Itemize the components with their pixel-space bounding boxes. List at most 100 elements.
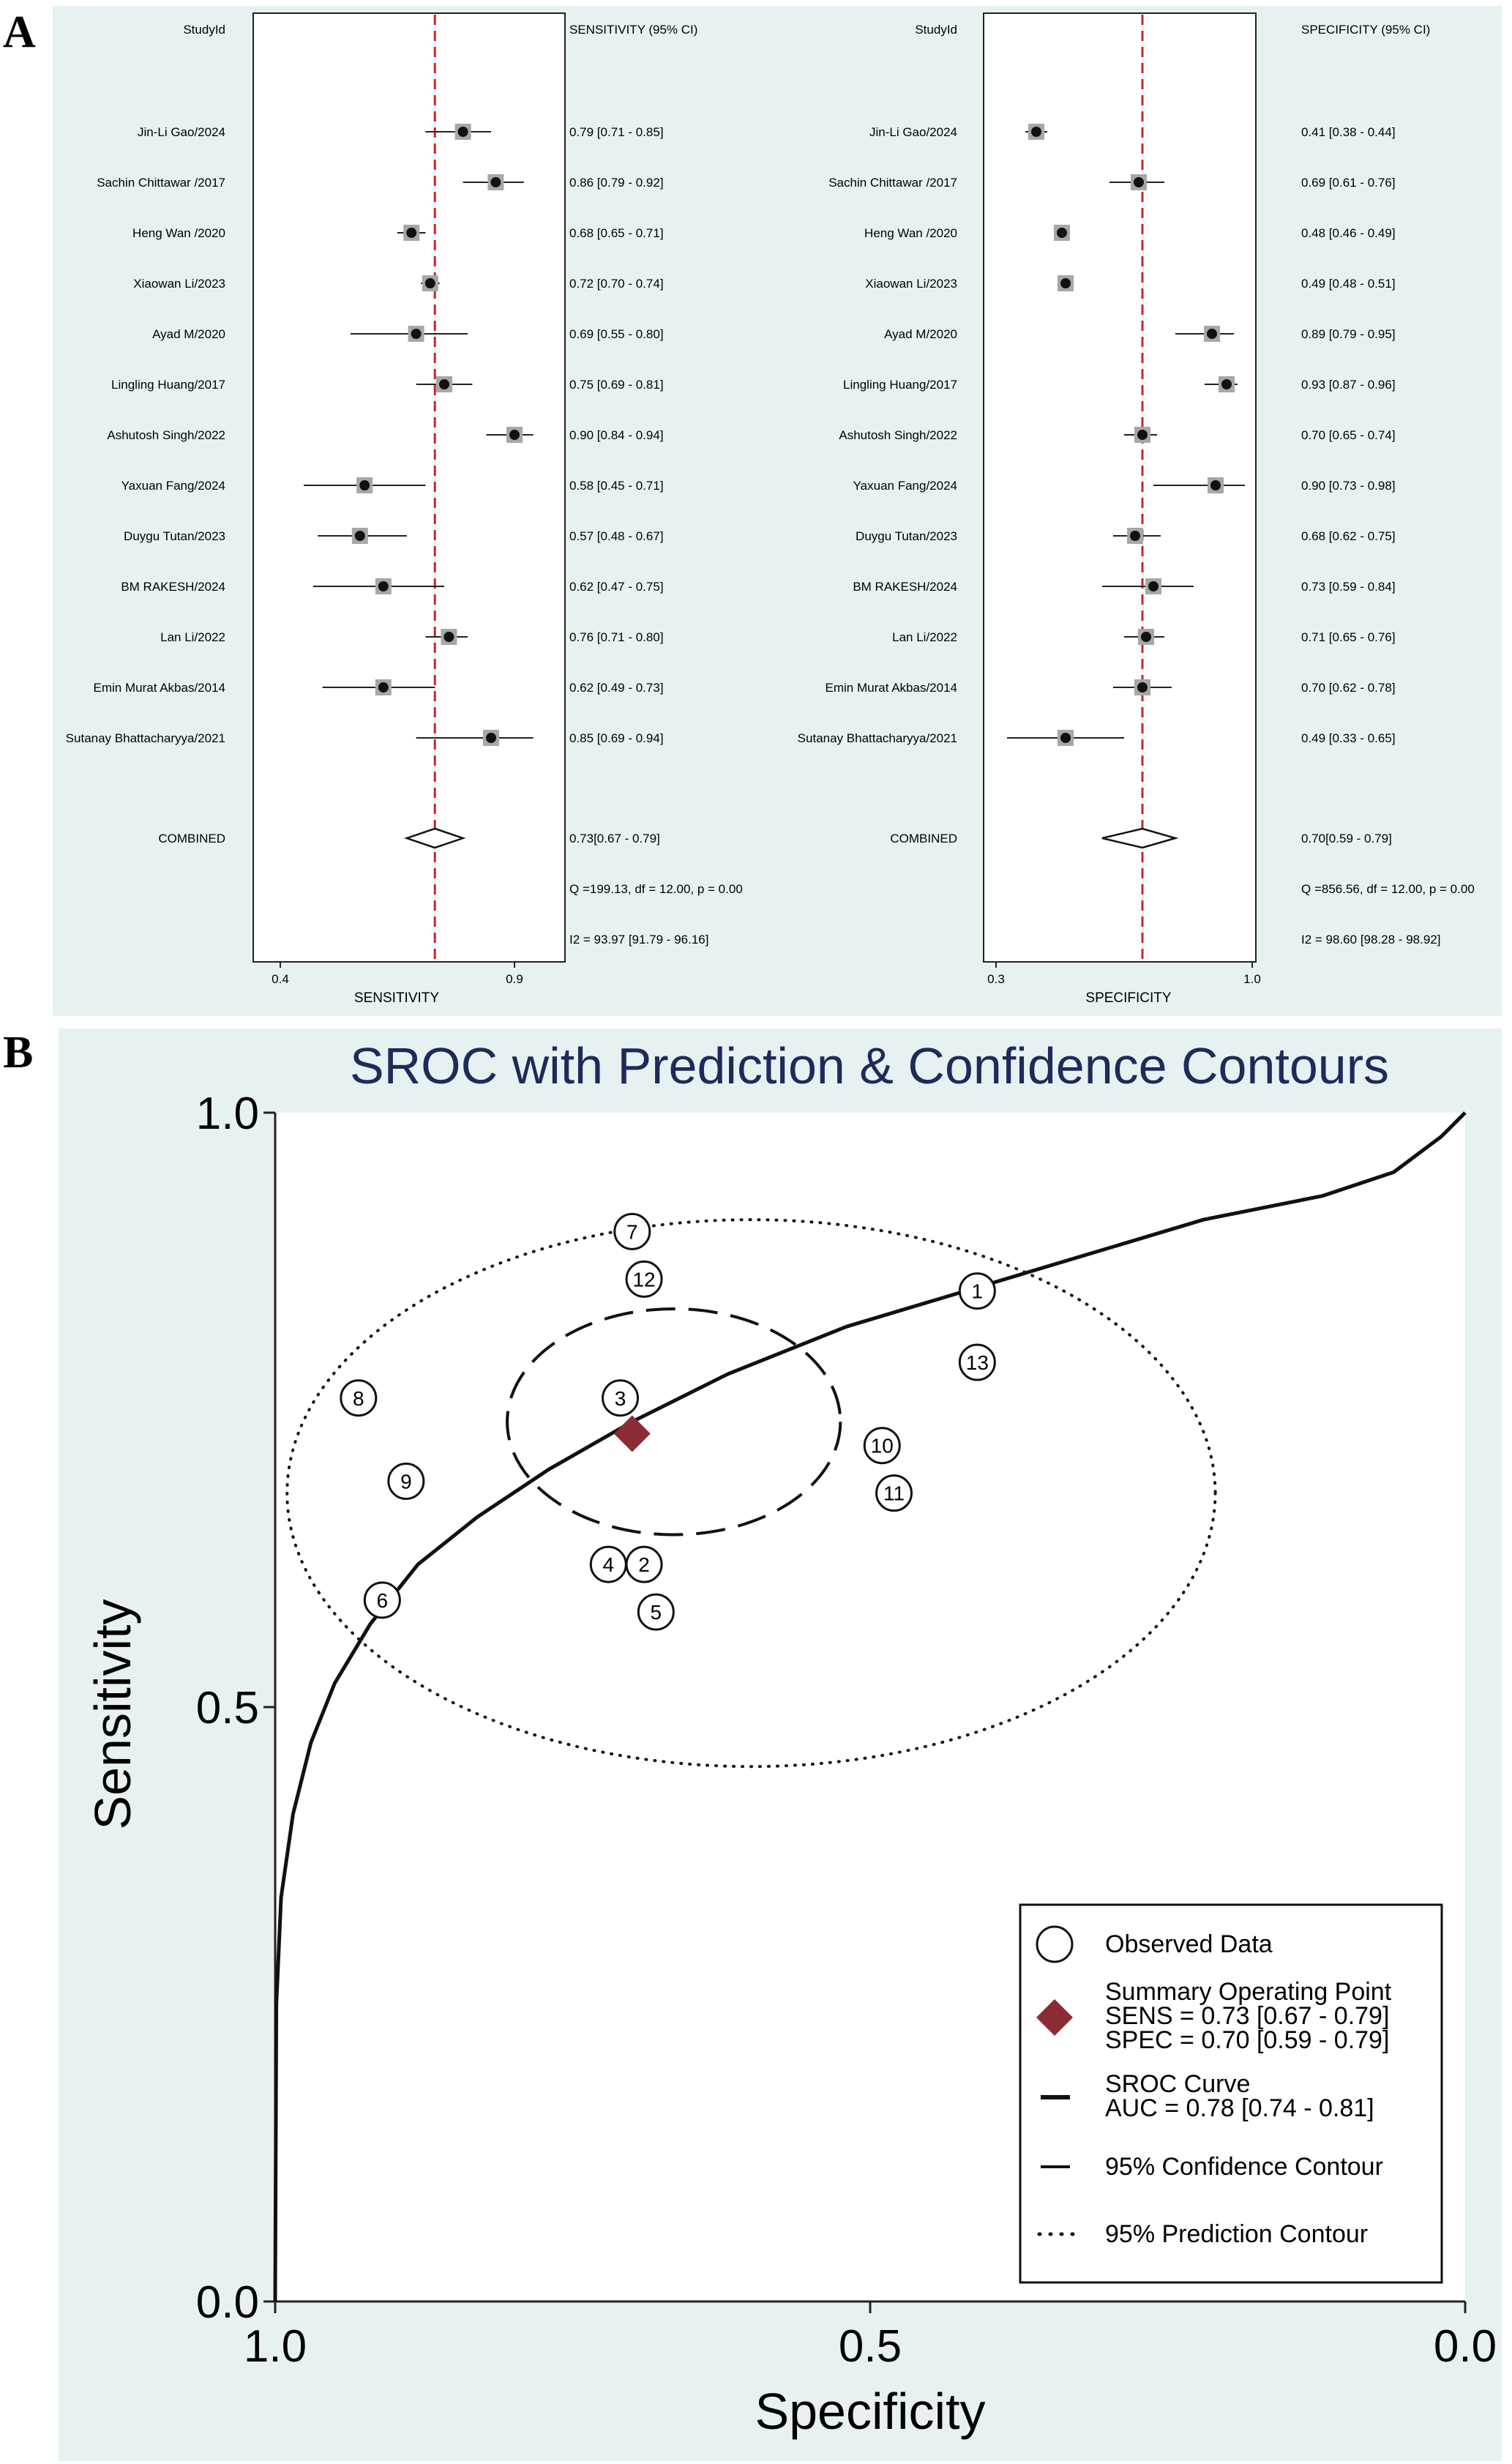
observed-point: [387, 1462, 425, 1500]
study-name: Yaxuan Fang/2024: [121, 479, 225, 493]
y-tick-label: 1.0: [196, 1089, 259, 1139]
ci-value: 0.41 [0.38 - 0.44]: [1301, 125, 1396, 139]
study-name: Jin-Li Gao/2024: [138, 125, 225, 139]
point-estimate: [359, 480, 370, 490]
observed-point: [340, 1379, 378, 1417]
combined-label: COMBINED: [890, 832, 957, 845]
point-estimate: [1031, 127, 1041, 137]
study-name: Sachin Chittawar /2017: [828, 176, 957, 190]
observed-point-label: 4: [602, 1553, 614, 1576]
observed-point-label: 5: [651, 1601, 662, 1624]
heterogeneity-q: Q =199.13, df = 12.00, p = 0.00: [569, 882, 743, 896]
point-estimate: [1148, 581, 1159, 591]
point-estimate: [1137, 430, 1148, 440]
legend-sroc-title: SROC Curve: [1105, 2070, 1250, 2098]
point-estimate: [457, 127, 468, 137]
observed-point-label: 2: [638, 1553, 650, 1576]
heterogeneity-i2: I2 = 98.60 [98.28 - 98.92]: [1301, 933, 1440, 947]
sensitivity-forest-plot: StudyId SENSITIVITY (95% CI) Jin-Li Gao/20…: [66, 15, 743, 1006]
study-name: Jin-Li Gao/2024: [869, 125, 957, 139]
summary-operating-point: [613, 1415, 651, 1452]
observed-point-label: 12: [632, 1268, 655, 1291]
legend-prediction-label: 95% Prediction Contour: [1105, 2220, 1368, 2248]
study-name: Lan Li/2022: [160, 630, 225, 644]
study-name: Heng Wan /2020: [864, 226, 957, 240]
x-tick-label: 0.4: [272, 972, 289, 986]
sens-plot-area: [252, 12, 566, 963]
y-axis-title: Sensitivity: [84, 1599, 141, 1829]
ci-value: 0.62 [0.47 - 0.75]: [569, 580, 664, 594]
combined-ci-value: 0.73[0.67 - 0.79]: [569, 832, 660, 845]
point-estimate: [444, 632, 454, 642]
study-name: Ayad M/2020: [884, 327, 957, 341]
study-name: Ashutosh Singh/2022: [839, 428, 957, 442]
legend-summary-sens: SENS = 0.73 [0.67 - 0.79]: [1105, 2002, 1389, 2030]
x-axis-title: SENSITIVITY: [354, 990, 439, 1006]
ci-value: 0.70 [0.65 - 0.74]: [1301, 428, 1396, 442]
observed-point-label: 7: [626, 1220, 638, 1243]
ci-value: 0.71 [0.65 - 0.76]: [1301, 630, 1396, 644]
legend-summary-symbol: [1036, 1999, 1073, 2036]
study-id-header: StudyId: [915, 23, 957, 37]
study-name: Yaxuan Fang/2024: [853, 479, 957, 493]
study-name: Ayad M/2020: [152, 327, 225, 341]
observed-point: [602, 1379, 640, 1417]
legend-summary-title: Summary Operating Point: [1105, 1978, 1392, 2006]
study-name: Xiaowan Li/2023: [133, 277, 225, 291]
ci-value: 0.72 [0.70 - 0.74]: [569, 277, 664, 291]
sroc-plot: 1.00.50.01.0 0.5 0.0SpecificitySensitivity…: [84, 1089, 1497, 2440]
point-estimate: [1130, 531, 1140, 541]
study-id-header: StudyId: [183, 23, 225, 37]
observed-point: [625, 1260, 663, 1298]
observed-point-label: 10: [871, 1435, 894, 1457]
x-axis-title: Specificity: [755, 2383, 985, 2440]
observed-point: [875, 1474, 913, 1512]
study-name: Duygu Tutan/2023: [856, 529, 957, 543]
observed-point: [613, 1212, 651, 1250]
study-name: Emin Murat Akbas/2014: [94, 681, 225, 695]
study-name: Sachin Chittawar /2017: [97, 176, 225, 190]
point-estimate: [1207, 329, 1217, 339]
sroc-title: SROC with Prediction & Confidence Contou…: [350, 1037, 1389, 1094]
point-estimate: [486, 733, 496, 743]
x-tick-label: 1.0: [244, 2321, 307, 2372]
legend-sroc-auc: AUC = 0.78 [0.74 - 0.81]: [1105, 2094, 1374, 2122]
combined-label: COMBINED: [158, 832, 225, 845]
observed-point: [863, 1427, 901, 1465]
point-estimate: [1137, 682, 1148, 692]
ci-value: 0.68 [0.65 - 0.71]: [569, 226, 664, 240]
x-tick-label: 0.5: [839, 2321, 902, 2372]
point-estimate: [1221, 379, 1232, 389]
x-axis-title: SPECIFICITY: [1085, 990, 1172, 1006]
x-tick-label: 1.0: [1243, 972, 1261, 986]
ci-value: 0.58 [0.45 - 0.71]: [569, 479, 664, 493]
study-name: Xiaowan Li/2023: [865, 277, 957, 291]
point-estimate: [424, 278, 435, 288]
sroc-curve: [273, 1111, 1467, 2302]
observed-point-label: 3: [615, 1387, 626, 1410]
point-estimate: [411, 329, 422, 339]
legend-summary-spec: SPEC = 0.70 [0.59 - 0.79]: [1105, 2026, 1389, 2054]
study-name: Lan Li/2022: [892, 630, 957, 644]
legend-observed-symbol: [1036, 1925, 1074, 1963]
y-tick-label: 0.0: [196, 2277, 259, 2328]
confidence-contour: [506, 1307, 842, 1537]
panel-b-label: B: [3, 1028, 33, 1078]
point-estimate: [1134, 177, 1144, 187]
point-estimate: [1141, 632, 1151, 642]
legend-box: [1019, 1903, 1443, 2284]
ci-value: 0.76 [0.71 - 0.80]: [569, 630, 664, 644]
ci-value: 0.49 [0.33 - 0.65]: [1301, 731, 1396, 745]
ci-value: 0.57 [0.48 - 0.67]: [569, 529, 664, 543]
y-tick-label: 0.5: [196, 1683, 259, 1733]
ci-value: 0.69 [0.55 - 0.80]: [569, 327, 664, 341]
combined-ci-value: 0.70[0.59 - 0.79]: [1301, 832, 1392, 845]
point-estimate: [378, 581, 389, 591]
point-estimate: [378, 682, 389, 692]
ci-value: 0.62 [0.49 - 0.73]: [569, 681, 664, 695]
observed-point-label: 8: [353, 1387, 364, 1410]
observed-point: [589, 1545, 627, 1583]
study-name: Sutanay Bhattacharyya/2021: [798, 731, 957, 745]
point-estimate: [1060, 278, 1071, 288]
